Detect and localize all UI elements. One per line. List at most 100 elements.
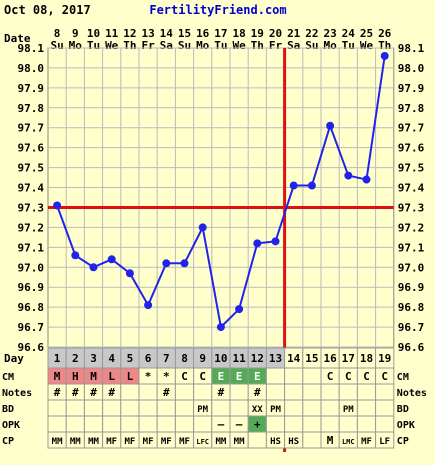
opk-cell — [265, 415, 286, 433]
temperature-point — [144, 301, 153, 310]
opk-row-label-left: OPK — [2, 420, 20, 431]
cp-cell-text: MF — [106, 437, 117, 447]
bd-row-label-left: BD — [2, 404, 14, 415]
bd-cell — [356, 399, 377, 417]
bd-cell-text: PM — [343, 405, 354, 415]
y-tick-label-right: 97.3 — [398, 201, 425, 214]
date-label: 22 — [305, 27, 318, 40]
temperature-point — [380, 51, 389, 60]
weekday-label: Su — [50, 39, 63, 52]
bd-cell — [229, 399, 249, 417]
notes-cell-text: # — [54, 386, 61, 399]
y-tick-label-left: 97.9 — [18, 82, 45, 95]
temperature-point — [253, 239, 262, 248]
notes-cell-text: # — [218, 386, 225, 399]
temperature-point — [89, 263, 98, 272]
y-tick-label-left: 97.8 — [18, 102, 45, 115]
y-tick-label-left: 97.1 — [18, 241, 45, 254]
temperature-point — [125, 269, 134, 278]
bd-cell — [102, 399, 122, 417]
weekday-label: We — [232, 39, 246, 52]
day-number: 6 — [145, 352, 152, 365]
y-tick-label-right: 97.7 — [398, 122, 425, 135]
cm-row-label-right: CM — [397, 372, 409, 383]
day-number: 19 — [378, 352, 391, 365]
y-tick-label-right: 98.1 — [398, 42, 425, 55]
notes-cell-text: # — [108, 386, 115, 399]
bd-row-label-right: BD — [397, 404, 409, 415]
bd-cell-text: XX — [252, 405, 263, 415]
cp-cell-text: MM — [52, 437, 63, 447]
date-label: 16 — [196, 27, 210, 40]
cm-cell-text: * — [145, 370, 152, 383]
cp-row-label-left: CP — [2, 436, 14, 447]
notes-cell — [302, 383, 322, 401]
opk-row-label-right: OPK — [397, 420, 415, 431]
cm-row-label-left: CM — [2, 372, 14, 383]
cm-cell-text: H — [72, 370, 79, 383]
y-tick-label-right: 96.9 — [398, 281, 425, 294]
site-link[interactable]: FertilityFriend.com — [149, 3, 286, 17]
opk-cell-text: – — [218, 418, 225, 431]
header-date: Oct 08, 2017 — [4, 3, 91, 17]
bd-cell — [47, 399, 67, 417]
date-label: 25 — [360, 27, 373, 40]
cp-cell-text: MM — [70, 437, 81, 447]
cp-row-label-right: CP — [397, 436, 409, 447]
y-tick-label-right: 96.7 — [398, 321, 425, 334]
day-number: 5 — [127, 352, 134, 365]
date-label: 15 — [178, 27, 191, 40]
notes-cell — [193, 383, 213, 401]
date-label: 12 — [123, 27, 136, 40]
cm-cell — [284, 367, 304, 385]
cm-cell-text: M — [54, 370, 61, 383]
day-number: 9 — [199, 352, 206, 365]
cp-cell-text: LF — [379, 437, 390, 447]
cp-cell-text: MF — [143, 437, 154, 447]
cm-cell-text: E — [236, 370, 243, 383]
temperature-point — [344, 171, 353, 180]
notes-cell — [284, 383, 304, 401]
date-label: 11 — [105, 27, 119, 40]
day-row-label: Day — [4, 352, 24, 365]
temperature-point — [162, 259, 171, 268]
opk-cell — [302, 415, 322, 433]
weekday-label: Sa — [160, 39, 173, 52]
date-label: 13 — [141, 27, 154, 40]
notes-row-label-right: Notes — [397, 388, 427, 399]
y-tick-label-left: 97.7 — [18, 122, 45, 135]
opk-cell — [138, 415, 158, 433]
weekday-label: Sa — [287, 39, 300, 52]
bd-cell — [320, 399, 340, 417]
date-row-label: Date — [4, 32, 31, 45]
date-label: 8 — [54, 27, 61, 40]
day-number: 7 — [163, 352, 170, 365]
temperature-point — [198, 223, 207, 232]
day-number: 3 — [90, 352, 97, 365]
bd-cell — [65, 399, 85, 417]
day-number: 18 — [360, 352, 373, 365]
notes-cell — [356, 383, 377, 401]
y-tick-label-left: 96.9 — [18, 281, 45, 294]
bd-cell — [138, 399, 158, 417]
y-tick-label-right: 97.5 — [398, 162, 425, 175]
temperature-point — [307, 181, 316, 190]
date-label: 24 — [342, 27, 356, 40]
opk-cell — [284, 415, 304, 433]
day-number: 12 — [251, 352, 264, 365]
temperature-point — [271, 237, 280, 246]
bd-cell — [284, 399, 304, 417]
date-label: 9 — [72, 27, 79, 40]
bd-cell — [174, 399, 195, 417]
y-tick-label-right: 96.8 — [398, 301, 425, 314]
temperature-point — [216, 323, 225, 332]
notes-cell-text: # — [254, 386, 261, 399]
y-tick-label-left: 98.0 — [18, 62, 45, 75]
notes-cell — [375, 383, 395, 401]
cm-cell-text: C — [381, 370, 388, 383]
weekday-label: Fr — [269, 39, 283, 52]
cp-cell-text: MM — [234, 437, 245, 447]
cm-cell-text: E — [218, 370, 225, 383]
cm-cell-text: L — [127, 370, 134, 383]
y-tick-label-left: 96.6 — [18, 341, 45, 354]
